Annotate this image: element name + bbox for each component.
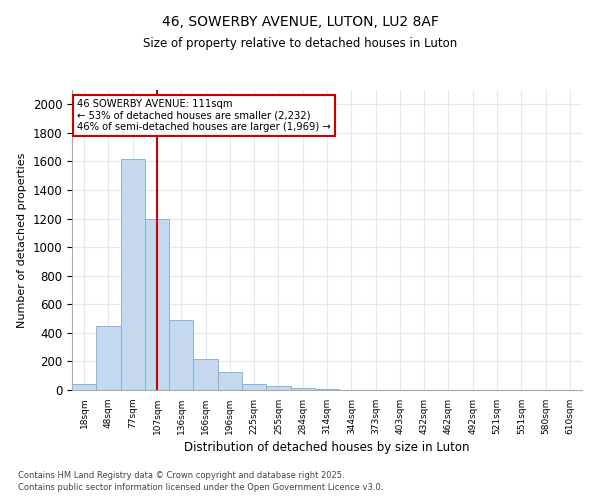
- Bar: [290, 388, 315, 390]
- Bar: [218, 372, 242, 390]
- Bar: [72, 384, 96, 390]
- Text: 46 SOWERBY AVENUE: 111sqm
← 53% of detached houses are smaller (2,232)
46% of se: 46 SOWERBY AVENUE: 111sqm ← 53% of detac…: [77, 99, 331, 132]
- Y-axis label: Number of detached properties: Number of detached properties: [17, 152, 27, 328]
- Text: Size of property relative to detached houses in Luton: Size of property relative to detached ho…: [143, 38, 457, 51]
- Bar: [193, 358, 218, 390]
- Bar: [242, 384, 266, 390]
- Bar: [169, 320, 193, 390]
- Bar: [315, 388, 339, 390]
- Bar: [121, 158, 145, 390]
- Text: Contains public sector information licensed under the Open Government Licence v3: Contains public sector information licen…: [18, 483, 383, 492]
- Text: Contains HM Land Registry data © Crown copyright and database right 2025.: Contains HM Land Registry data © Crown c…: [18, 470, 344, 480]
- Text: 46, SOWERBY AVENUE, LUTON, LU2 8AF: 46, SOWERBY AVENUE, LUTON, LU2 8AF: [161, 15, 439, 29]
- X-axis label: Distribution of detached houses by size in Luton: Distribution of detached houses by size …: [184, 441, 470, 454]
- Bar: [96, 326, 121, 390]
- Bar: [145, 218, 169, 390]
- Bar: [266, 386, 290, 390]
